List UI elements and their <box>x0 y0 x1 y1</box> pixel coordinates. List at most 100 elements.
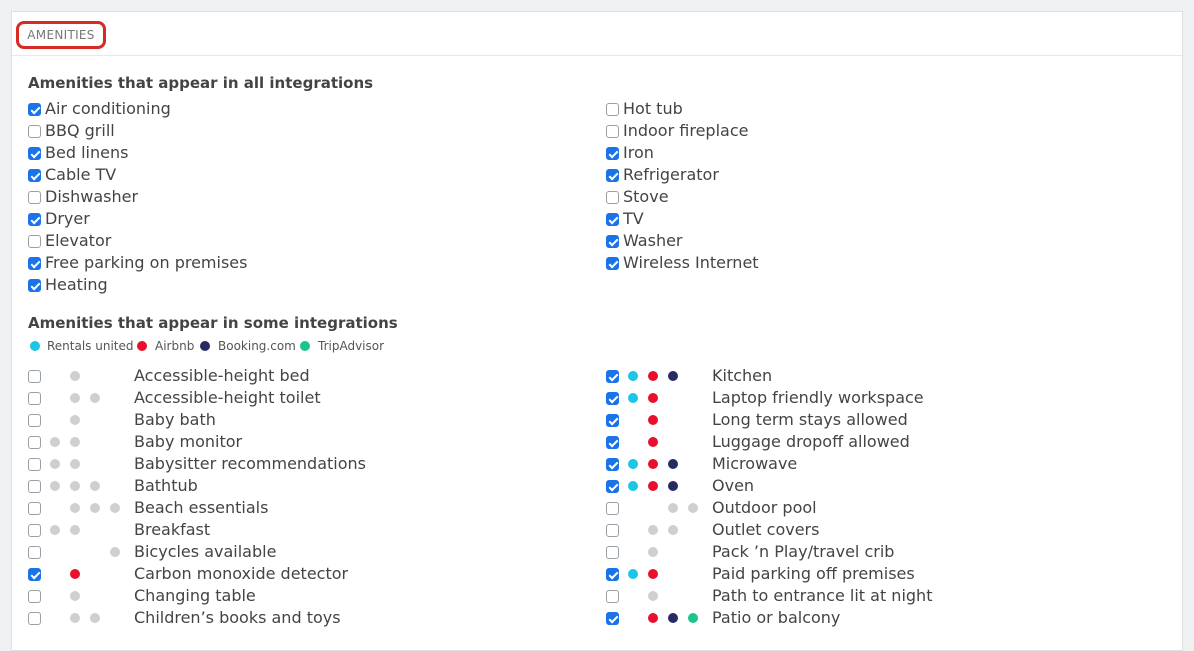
amenity-checkbox[interactable] <box>28 370 41 383</box>
amenity-checkbox[interactable] <box>606 458 619 471</box>
integration-dot <box>70 613 80 623</box>
integration-dot <box>70 481 80 491</box>
amenity-checkbox[interactable] <box>606 370 619 383</box>
amenity-label: Dishwasher <box>45 187 139 206</box>
amenity-checkbox[interactable] <box>28 414 41 427</box>
amenity-checkbox[interactable] <box>28 458 41 471</box>
legend-label: Airbnb <box>155 339 195 353</box>
amenity-checkbox[interactable] <box>28 103 41 116</box>
amenity-label: Oven <box>712 476 755 495</box>
integration-dot <box>50 459 60 469</box>
amenity-label: Kitchen <box>712 366 773 385</box>
amenity-label: Elevator <box>45 231 112 250</box>
amenity-checkbox[interactable] <box>28 480 41 493</box>
legend-dot-t <box>300 341 310 351</box>
integration-dot <box>70 591 80 601</box>
amenity-checkbox[interactable] <box>606 103 619 116</box>
integration-dot <box>648 613 658 623</box>
amenity-label: Dryer <box>45 209 90 228</box>
integration-dot <box>90 481 100 491</box>
amenity-label: Bathtub <box>134 476 198 495</box>
integration-dot <box>90 393 100 403</box>
amenity-checkbox[interactable] <box>28 612 41 625</box>
integration-dot <box>50 481 60 491</box>
amenity-checkbox[interactable] <box>606 414 619 427</box>
legend-label: Booking.com <box>218 339 296 353</box>
integration-dot <box>628 393 638 403</box>
amenity-checkbox[interactable] <box>606 502 619 515</box>
amenity-checkbox[interactable] <box>28 279 41 292</box>
amenity-label: Refrigerator <box>623 165 719 184</box>
amenity-label: Baby monitor <box>134 432 243 451</box>
amenity-checkbox[interactable] <box>606 524 619 537</box>
amenity-checkbox[interactable] <box>606 392 619 405</box>
amenity-checkbox[interactable] <box>606 235 619 248</box>
amenity-checkbox[interactable] <box>606 257 619 270</box>
amenity-label: Washer <box>623 231 683 250</box>
integration-dot <box>70 503 80 513</box>
amenity-checkbox[interactable] <box>606 125 619 138</box>
amenity-label: Wireless Internet <box>623 253 759 272</box>
amenity-checkbox[interactable] <box>606 191 619 204</box>
amenity-checkbox[interactable] <box>606 590 619 603</box>
amenity-checkbox[interactable] <box>606 480 619 493</box>
amenity-checkbox[interactable] <box>28 169 41 182</box>
integration-dot <box>628 459 638 469</box>
amenity-checkbox[interactable] <box>28 147 41 160</box>
amenity-checkbox[interactable] <box>28 125 41 138</box>
integration-dot <box>70 393 80 403</box>
integration-dot <box>648 393 658 403</box>
amenity-checkbox[interactable] <box>606 612 619 625</box>
legend-label: Rentals united <box>47 339 134 353</box>
amenity-label: TV <box>623 209 644 228</box>
amenities-tab[interactable]: AMENITIES <box>16 21 106 49</box>
amenity-label: Accessible-height toilet <box>134 388 321 407</box>
integration-dot <box>668 371 678 381</box>
panel-header: AMENITIES <box>12 12 1182 56</box>
amenity-checkbox[interactable] <box>28 502 41 515</box>
integration-dot <box>648 481 658 491</box>
amenity-checkbox[interactable] <box>606 169 619 182</box>
amenity-checkbox[interactable] <box>28 524 41 537</box>
integration-dot <box>648 437 658 447</box>
amenity-checkbox[interactable] <box>606 213 619 226</box>
amenity-checkbox[interactable] <box>28 191 41 204</box>
legend-dot-b <box>200 341 210 351</box>
legend-label: TripAdvisor <box>318 339 385 353</box>
integration-dot <box>648 569 658 579</box>
amenity-checkbox[interactable] <box>28 213 41 226</box>
amenity-label: Outdoor pool <box>712 498 817 517</box>
amenity-label: Changing table <box>134 586 256 605</box>
amenity-label: Beach essentials <box>134 498 269 517</box>
amenity-checkbox[interactable] <box>28 590 41 603</box>
amenity-checkbox[interactable] <box>606 147 619 160</box>
amenity-checkbox[interactable] <box>606 568 619 581</box>
amenity-label: Indoor fireplace <box>623 121 749 140</box>
amenity-checkbox[interactable] <box>28 568 41 581</box>
integration-dot <box>70 371 80 381</box>
amenity-checkbox[interactable] <box>606 436 619 449</box>
amenity-label: Iron <box>623 143 654 162</box>
integration-dot <box>668 525 678 535</box>
amenity-label: Laptop friendly workspace <box>712 388 924 407</box>
amenity-label: Bicycles available <box>134 542 277 561</box>
amenity-label: Long term stays allowed <box>712 410 908 429</box>
amenity-checkbox[interactable] <box>28 392 41 405</box>
amenity-checkbox[interactable] <box>606 546 619 559</box>
integration-dot <box>688 503 698 513</box>
amenity-label: Microwave <box>712 454 798 473</box>
amenity-label: Cable TV <box>45 165 117 184</box>
amenity-checkbox[interactable] <box>28 436 41 449</box>
amenity-label: Hot tub <box>623 99 683 118</box>
amenity-label: Bed linens <box>45 143 129 162</box>
integration-dot <box>110 503 120 513</box>
amenity-checkbox[interactable] <box>28 235 41 248</box>
integration-dot <box>70 525 80 535</box>
amenity-checkbox[interactable] <box>28 546 41 559</box>
integration-dot <box>668 613 678 623</box>
integration-dot <box>628 569 638 579</box>
integration-dot <box>648 591 658 601</box>
integration-dot <box>70 569 80 579</box>
amenity-label: Path to entrance lit at night <box>712 586 933 605</box>
amenity-checkbox[interactable] <box>28 257 41 270</box>
